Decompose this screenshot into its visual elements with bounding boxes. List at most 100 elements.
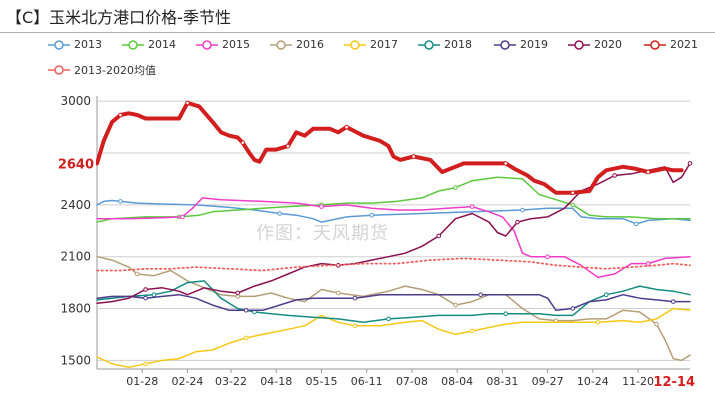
series-point-2021: [344, 124, 349, 130]
series-point-2014: [570, 202, 576, 208]
series-line-2014: [96, 176, 691, 223]
legend-item-2018: 2018: [418, 38, 472, 51]
series-line-2018: [96, 280, 691, 324]
x-tick-label: 10-24: [577, 375, 609, 388]
legend-item-2013-2020均值: 2013-2020均值: [48, 62, 156, 78]
series-point-2013: [277, 211, 282, 216]
series-point-2019: [670, 299, 676, 304]
series-point-2019: [243, 307, 249, 313]
series-point-2013: [118, 199, 123, 204]
series-point-2017: [243, 335, 249, 341]
legend-swatch-2013-2020均值: [48, 65, 70, 75]
series-point-2021: [503, 161, 509, 166]
series-point-2016: [134, 271, 140, 277]
series-point-2020: [687, 161, 693, 166]
series-point-2020: [436, 233, 442, 239]
x-tick-label: 03-22: [215, 375, 247, 388]
series-point-2015: [545, 254, 550, 259]
legend-item-2019: 2019: [494, 38, 548, 51]
series-point-2018: [151, 292, 157, 298]
series-line-2017: [96, 307, 691, 369]
legend-item-2021: 2021: [644, 38, 698, 51]
series-point-2015: [469, 204, 475, 209]
last-value-label: 2640: [58, 157, 94, 172]
series-point-2013: [520, 207, 525, 213]
y-tick-label: 1500: [60, 353, 91, 367]
legend-item-2017: 2017: [344, 38, 398, 51]
legend-item-2013: 2013: [48, 38, 102, 51]
legend-label: 2021: [670, 38, 698, 51]
series-point-2021: [185, 100, 190, 106]
chart-title: 【C】玉米北方港口价格-季节性: [6, 8, 231, 27]
x-tick-label: 08-31: [486, 375, 518, 388]
series-point-2017: [352, 323, 358, 329]
series-point-2021: [411, 154, 416, 159]
legend-swatch-2013: [48, 39, 70, 50]
legend-swatch-2021: [644, 39, 666, 50]
series-point-2015: [180, 214, 185, 220]
watermark: 作图：天风期货: [256, 223, 389, 244]
y-tick-label: 2100: [60, 250, 91, 264]
legend-item-2015: 2015: [196, 38, 250, 51]
series-line-2013: [96, 199, 691, 225]
series-point-2020: [515, 219, 520, 225]
legend-label: 2017: [370, 38, 398, 51]
legend-label: 2014: [148, 38, 176, 51]
series-point-2019: [570, 306, 576, 311]
x-tick-label: 05-15: [305, 375, 337, 388]
y-tick-label: 1800: [60, 302, 91, 316]
series-point-2016: [654, 321, 659, 327]
x-end-label: 12-14: [653, 375, 695, 390]
series-point-2016: [453, 302, 458, 308]
legend-swatch-2020: [568, 39, 590, 50]
title-divider: [0, 32, 715, 33]
series-point-2019: [478, 292, 483, 298]
series-point-2017: [143, 361, 148, 367]
legend-label: 2020: [594, 38, 622, 51]
series-point-2021: [570, 190, 576, 196]
legend-swatch-2015: [196, 39, 218, 50]
x-tick-label: 11-20: [622, 375, 654, 388]
x-tick-label: 02-24: [171, 375, 203, 388]
series-point-2021: [285, 143, 291, 149]
series-point-2017: [469, 328, 475, 334]
series-line-2013-2020均值: [96, 257, 691, 272]
series-point-2021: [645, 169, 651, 175]
legend-item-2020: 2020: [568, 38, 622, 51]
x-tick-label: 07-08: [396, 375, 428, 388]
legend-swatch-2019: [494, 39, 516, 50]
legend-item-2014: 2014: [122, 38, 176, 51]
legend-label: 2016: [296, 38, 324, 51]
series-point-2021: [240, 140, 246, 145]
legend-label: 2018: [444, 38, 472, 51]
series-point-2018: [386, 316, 391, 322]
legend-swatch-2014: [122, 39, 144, 50]
series-point-2013: [634, 221, 639, 227]
series-line-2019: [96, 293, 691, 312]
series-point-2018: [503, 311, 509, 317]
series-point-2016: [335, 290, 341, 296]
legend-label: 2013-2020均值: [74, 64, 156, 77]
legend-label: 2015: [222, 38, 250, 51]
x-tick-label: 09-27: [532, 375, 564, 388]
legend-swatch-2018: [418, 39, 440, 50]
x-tick-label: 04-18: [260, 375, 292, 388]
y-tick-label: 2400: [60, 198, 91, 212]
x-tick-label: 06-11: [351, 375, 383, 388]
series-line-2020: [96, 162, 691, 305]
legend-label: 2013: [74, 38, 102, 51]
legend-item-2016: 2016: [270, 38, 324, 51]
series-point-2019: [143, 295, 148, 301]
series-point-2015: [319, 204, 324, 209]
series-point-2013: [369, 212, 375, 218]
series-point-2019: [352, 295, 358, 301]
series-point-2018: [603, 292, 609, 298]
series-point-2020: [143, 287, 148, 292]
legend-swatch-2016: [270, 39, 292, 50]
series-line-2021: [95, 100, 684, 195]
series-point-2021: [118, 112, 123, 118]
y-tick-label: 3000: [60, 94, 91, 108]
series-point-2020: [612, 173, 617, 178]
series-point-2015: [645, 261, 651, 266]
